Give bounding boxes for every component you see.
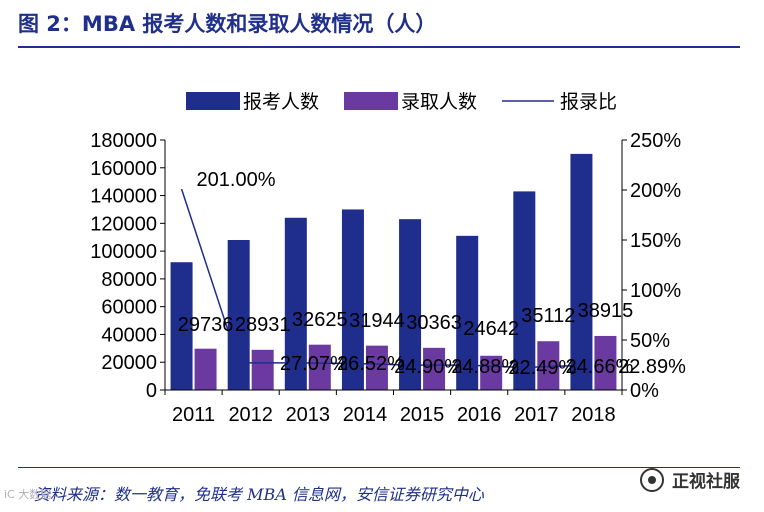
bar-admitted-2017 bbox=[537, 341, 560, 390]
bar-admitted-2018 bbox=[594, 335, 617, 390]
right-tick-label: 50% bbox=[630, 330, 670, 352]
legend-swatch-applicants bbox=[186, 92, 240, 110]
bar-applicants-2015 bbox=[399, 219, 422, 390]
bar-admitted-2014 bbox=[365, 345, 388, 390]
x-tick-label-2017: 2017 bbox=[514, 404, 559, 426]
bar-applicants-2012 bbox=[227, 240, 250, 390]
footer-rule bbox=[18, 467, 740, 468]
right-tick-label: 200% bbox=[630, 180, 681, 202]
ratio-data-label-2018: 24.66% bbox=[566, 356, 634, 378]
left-tick-label: 80000 bbox=[101, 269, 157, 291]
ratio-data-label-2014: 26.52% bbox=[337, 353, 405, 375]
corner-watermark: iC 大数据 bbox=[4, 488, 52, 501]
watermark: 正视社服 bbox=[640, 467, 740, 492]
ratio-data-label-2013: 27.07% bbox=[280, 353, 348, 375]
right-tick-label: 250% bbox=[630, 130, 681, 152]
left-tick-label: 60000 bbox=[101, 297, 157, 319]
right-tick-label: 100% bbox=[630, 280, 681, 302]
legend-swatch-admitted bbox=[344, 92, 398, 110]
chart-legend: 报考人数 录取人数 报录比 bbox=[186, 91, 617, 113]
source-note: 资料来源：数一教育，免联考 MBA 信息网，安信证券研究中心 bbox=[34, 485, 484, 504]
legend-label-admitted: 录取人数 bbox=[401, 91, 477, 113]
bar-admitted-2015 bbox=[423, 347, 446, 390]
x-tick-label-2014: 2014 bbox=[343, 404, 388, 426]
x-tick-label-2011: 2011 bbox=[172, 404, 215, 426]
left-tick-label: 100000 bbox=[90, 241, 157, 263]
admitted-data-label-2018: 38915 bbox=[578, 300, 634, 322]
bar-applicants-2013 bbox=[284, 217, 307, 390]
bar-applicants-2018 bbox=[570, 153, 593, 390]
x-tick-label-2012: 2012 bbox=[228, 404, 273, 426]
ratio-data-label-2015: 24.90% bbox=[394, 356, 462, 378]
title-rule bbox=[18, 46, 740, 48]
ratio-data-label-extra: 22.89% bbox=[618, 356, 686, 378]
right-tick-label: 0% bbox=[630, 380, 659, 402]
admitted-data-label-2016: 24642 bbox=[463, 318, 519, 340]
admitted-data-label-2017: 35112 bbox=[521, 305, 575, 327]
bar-applicants-2011 bbox=[170, 262, 193, 390]
ratio-data-label-2017: 22.49% bbox=[508, 357, 576, 379]
ratio-data-label-2011: 201.00% bbox=[197, 169, 276, 191]
wechat-icon bbox=[640, 467, 664, 492]
left-tick-label: 20000 bbox=[101, 352, 157, 374]
right-tick-label: 150% bbox=[630, 230, 681, 252]
bar-admitted-2011 bbox=[194, 348, 217, 390]
bar-admitted-2013 bbox=[308, 344, 331, 390]
left-tick-label: 40000 bbox=[101, 324, 157, 346]
legend-label-applicants: 报考人数 bbox=[243, 91, 319, 113]
figure-title: 图 2：MBA 报考人数和录取人数情况（人） bbox=[18, 12, 437, 36]
x-tick-label-2018: 2018 bbox=[571, 404, 616, 426]
bar-applicants-2017 bbox=[513, 191, 536, 390]
admitted-data-label-2012: 28931 bbox=[235, 314, 291, 336]
legend-label-ratio: 报录比 bbox=[560, 91, 617, 113]
admitted-data-label-2013: 32625 bbox=[292, 309, 348, 331]
bar-admitted-2016 bbox=[480, 355, 503, 390]
ratio-data-label-2016: 24.88% bbox=[451, 356, 519, 378]
left-tick-label: 120000 bbox=[90, 213, 157, 235]
x-tick-label-2016: 2016 bbox=[457, 404, 502, 426]
admitted-data-label-2015: 30363 bbox=[406, 312, 462, 334]
admitted-data-label-2014: 31944 bbox=[349, 310, 405, 332]
x-tick-label-2013: 2013 bbox=[286, 404, 331, 426]
left-tick-label: 140000 bbox=[90, 186, 157, 208]
ratio-line bbox=[180, 188, 582, 369]
bar-admitted-2012 bbox=[251, 349, 274, 390]
x-tick-label-2015: 2015 bbox=[400, 404, 445, 426]
bar-applicants-2014 bbox=[341, 209, 364, 390]
bar-applicants-2016 bbox=[456, 235, 479, 390]
watermark-text: 正视社服 bbox=[672, 472, 740, 492]
left-tick-label: 0 bbox=[146, 380, 157, 402]
left-tick-label: 160000 bbox=[90, 158, 157, 180]
admitted-data-label-2011: 29736 bbox=[178, 314, 234, 336]
left-tick-label: 180000 bbox=[90, 130, 157, 152]
